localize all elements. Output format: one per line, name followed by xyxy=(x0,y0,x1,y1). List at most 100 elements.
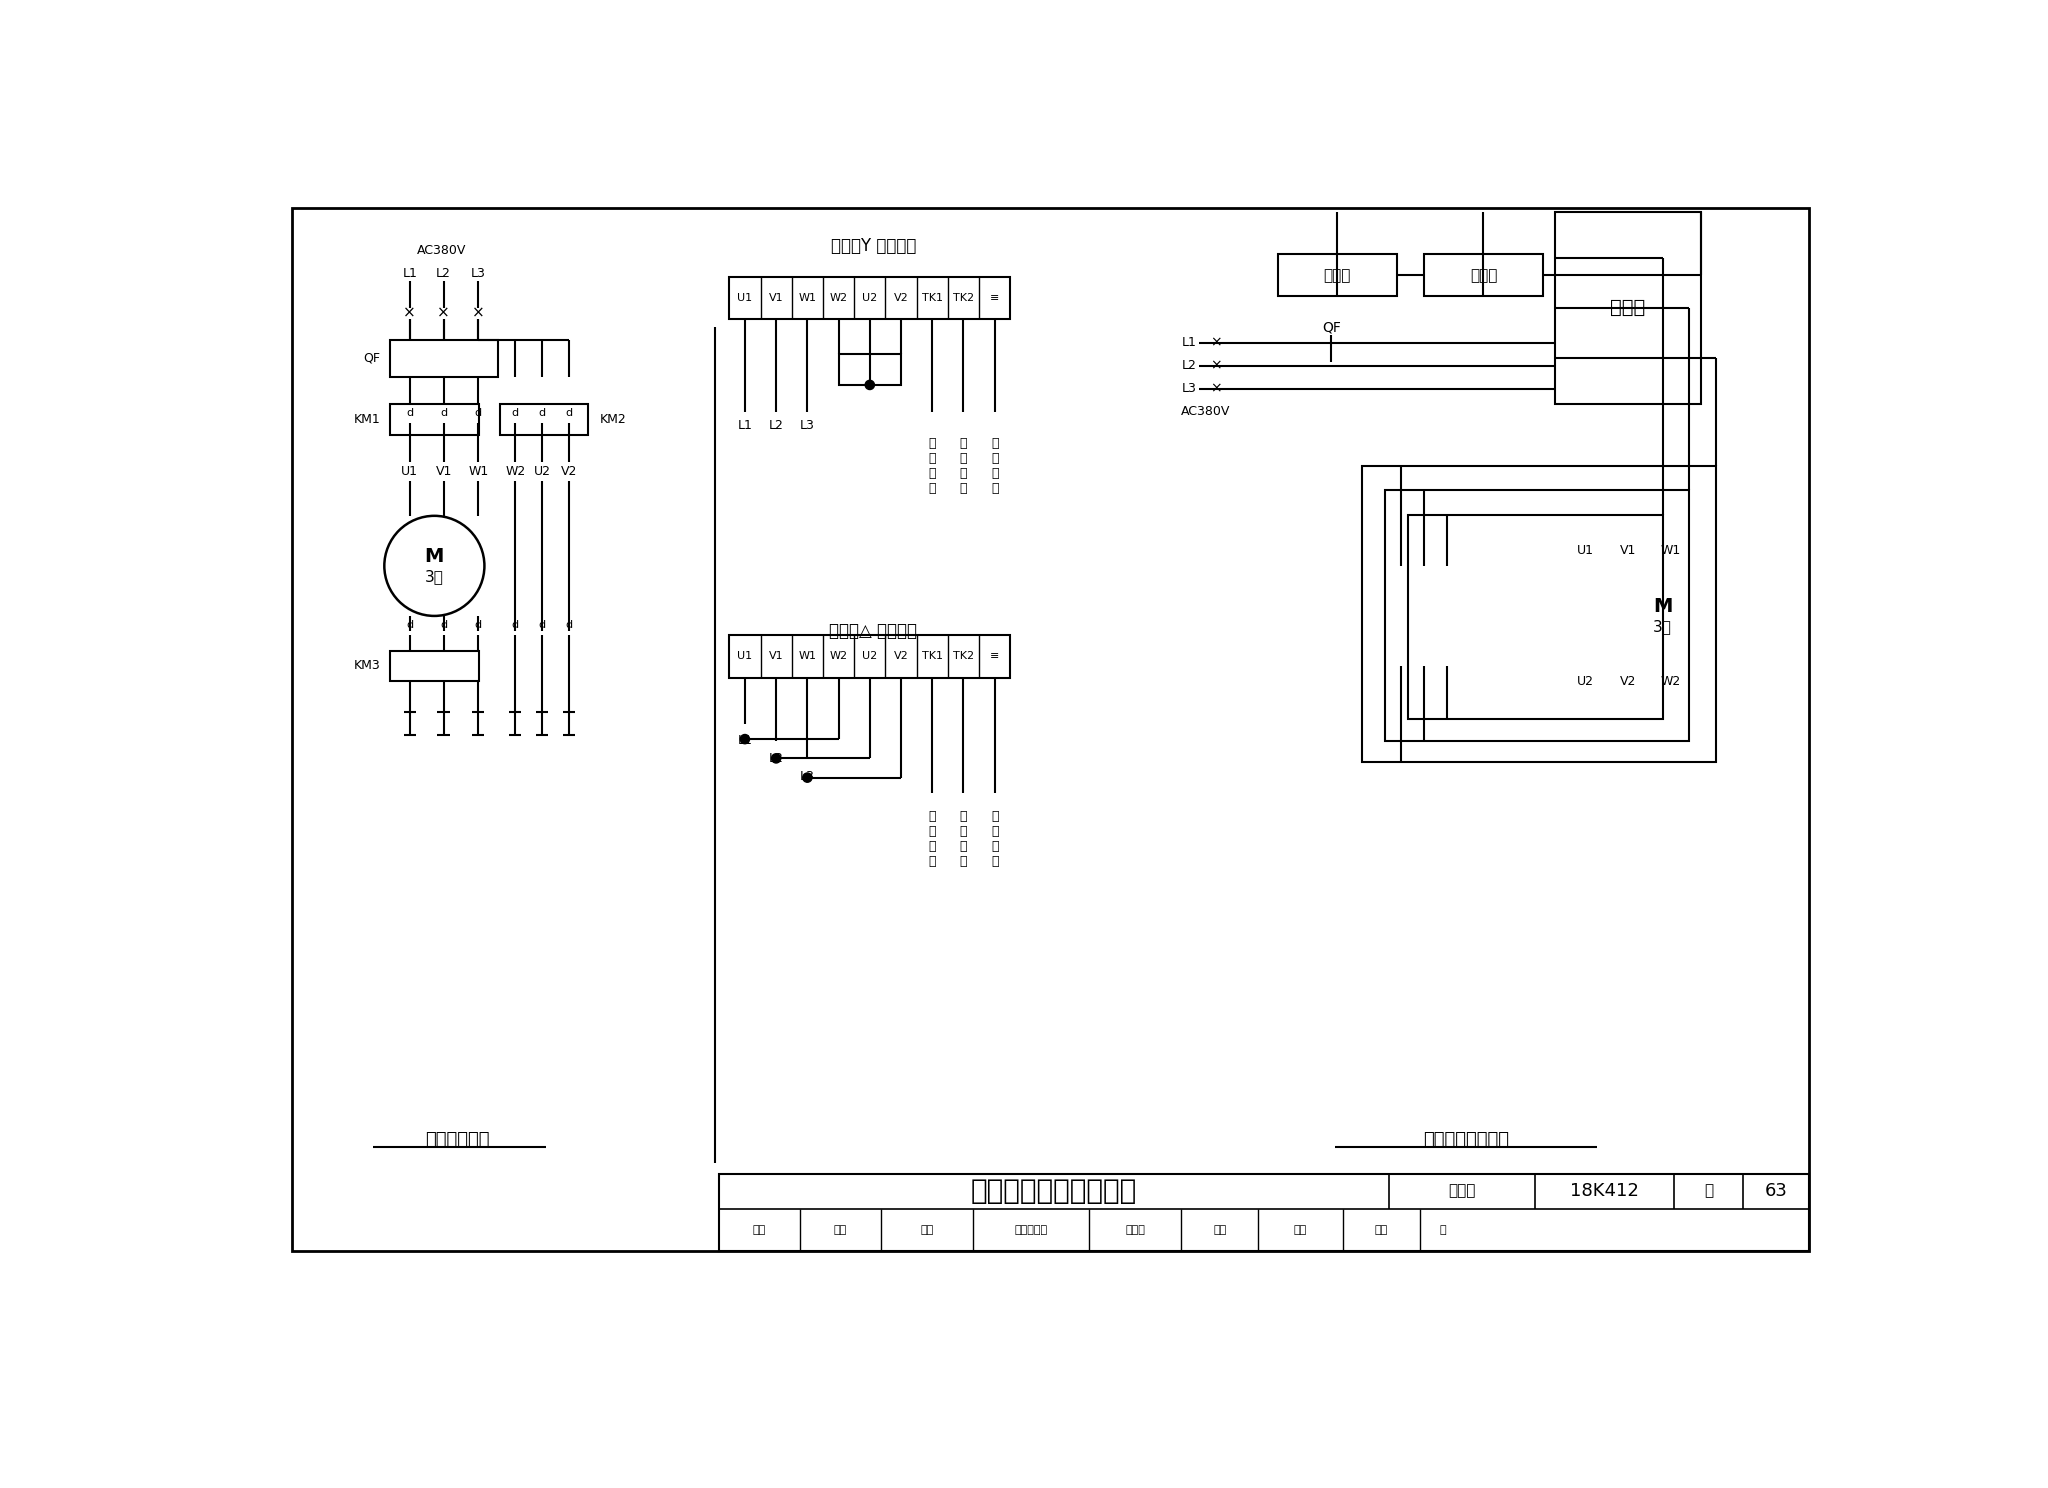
Text: 页: 页 xyxy=(1440,1225,1446,1235)
Text: U1: U1 xyxy=(737,293,752,304)
Text: L1: L1 xyxy=(401,266,418,280)
Text: d: d xyxy=(539,408,545,418)
Text: 18K412: 18K412 xyxy=(1571,1181,1638,1201)
Text: V2: V2 xyxy=(1620,676,1636,687)
Text: M: M xyxy=(1653,597,1673,616)
Text: 钟磊: 钟磊 xyxy=(834,1225,846,1235)
Text: 设备电路连接图（二）: 设备电路连接图（二） xyxy=(971,1177,1137,1205)
Bar xyxy=(1384,491,1690,741)
Text: 风
机
保
护: 风 机 保 护 xyxy=(928,437,936,496)
Bar xyxy=(1362,466,1716,762)
Text: ×: × xyxy=(1210,359,1223,372)
Bar xyxy=(729,277,1010,320)
Text: d: d xyxy=(539,620,545,629)
Text: W2: W2 xyxy=(506,464,526,478)
Text: 孙勋: 孙勋 xyxy=(1374,1225,1389,1235)
Text: AC380V: AC380V xyxy=(418,244,467,256)
Text: L2: L2 xyxy=(768,420,784,432)
Text: 张云明: 张云明 xyxy=(1124,1225,1145,1235)
Text: U1: U1 xyxy=(1577,545,1593,557)
Text: U2: U2 xyxy=(1577,676,1593,687)
Text: L3: L3 xyxy=(801,420,815,432)
Text: 高速（△ 型连接）: 高速（△ 型连接） xyxy=(829,622,918,640)
Text: 风
机
保
护: 风 机 保 护 xyxy=(961,811,967,868)
Text: 风
机
接
地: 风 机 接 地 xyxy=(991,811,999,868)
Text: 审核: 审核 xyxy=(754,1225,766,1235)
Text: d: d xyxy=(475,620,481,629)
Circle shape xyxy=(772,754,780,763)
Text: AC380V: AC380V xyxy=(1182,405,1231,418)
Text: d: d xyxy=(565,620,573,629)
Bar xyxy=(391,650,479,682)
Text: W1: W1 xyxy=(469,464,487,478)
Bar xyxy=(729,635,1010,677)
Text: 设计: 设计 xyxy=(1212,1225,1227,1235)
Text: V2: V2 xyxy=(893,293,909,304)
Text: 风
机
保
护: 风 机 保 护 xyxy=(961,437,967,496)
Text: d: d xyxy=(512,620,518,629)
Text: d: d xyxy=(440,620,446,629)
Text: d: d xyxy=(406,408,414,418)
Text: U2: U2 xyxy=(535,464,551,478)
Text: U2: U2 xyxy=(862,293,877,304)
Text: U2: U2 xyxy=(862,652,877,661)
Text: 3～: 3～ xyxy=(1653,619,1671,634)
Text: d: d xyxy=(565,408,573,418)
Text: 63: 63 xyxy=(1765,1181,1788,1201)
Text: ≡: ≡ xyxy=(989,652,999,661)
Text: L1: L1 xyxy=(737,420,752,432)
Bar xyxy=(838,354,901,385)
Text: 变频器: 变频器 xyxy=(1610,299,1645,317)
Text: V1: V1 xyxy=(768,652,784,661)
Text: W1: W1 xyxy=(799,652,817,661)
Text: KM3: KM3 xyxy=(354,659,381,673)
Text: 风
机
接
地: 风 机 接 地 xyxy=(991,437,999,496)
Text: 变压器: 变压器 xyxy=(1323,268,1352,283)
Text: W2: W2 xyxy=(829,293,848,304)
Circle shape xyxy=(864,381,874,390)
Text: 页: 页 xyxy=(1704,1183,1714,1199)
Text: ×: × xyxy=(403,307,416,321)
Text: V1: V1 xyxy=(1620,545,1636,557)
Text: L1: L1 xyxy=(737,734,752,747)
Text: V2: V2 xyxy=(561,464,578,478)
Text: 变频调速系列设备: 变频调速系列设备 xyxy=(1423,1131,1509,1149)
Text: 双速系列设备: 双速系列设备 xyxy=(426,1131,489,1149)
Bar xyxy=(500,405,588,434)
Text: 张阳: 张阳 xyxy=(1294,1225,1307,1235)
Text: TK1: TK1 xyxy=(922,652,942,661)
Text: V1: V1 xyxy=(436,464,453,478)
Bar xyxy=(391,341,498,378)
Text: L1: L1 xyxy=(1182,336,1196,350)
Text: KM1: KM1 xyxy=(354,414,381,426)
Bar xyxy=(1409,515,1663,719)
Text: d: d xyxy=(406,620,414,629)
Text: 低速（Y 型连接）: 低速（Y 型连接） xyxy=(831,237,915,256)
Text: L3: L3 xyxy=(801,769,815,783)
Text: L2: L2 xyxy=(1182,359,1196,372)
Text: ×: × xyxy=(1210,382,1223,396)
Text: 主控板: 主控板 xyxy=(1470,268,1497,283)
Text: ≡: ≡ xyxy=(989,293,999,304)
Text: L2: L2 xyxy=(768,751,784,765)
Text: W2: W2 xyxy=(829,652,848,661)
Text: L3: L3 xyxy=(1182,382,1196,396)
Bar xyxy=(391,405,479,434)
Text: L3: L3 xyxy=(471,266,485,280)
Bar xyxy=(1278,254,1397,296)
Text: U1: U1 xyxy=(401,464,418,478)
Text: d: d xyxy=(512,408,518,418)
Circle shape xyxy=(803,772,811,783)
Text: W1: W1 xyxy=(799,293,817,304)
Bar xyxy=(1423,254,1544,296)
Text: U1: U1 xyxy=(737,652,752,661)
Text: 何东: 何东 xyxy=(920,1225,934,1235)
Text: QF: QF xyxy=(362,351,381,365)
Text: TK1: TK1 xyxy=(922,293,942,304)
Text: V2: V2 xyxy=(893,652,909,661)
Text: ×: × xyxy=(436,307,451,321)
Text: TK2: TK2 xyxy=(952,293,975,304)
Text: 图集号: 图集号 xyxy=(1448,1183,1477,1199)
Text: QF: QF xyxy=(1321,320,1341,335)
Text: L2: L2 xyxy=(436,266,451,280)
